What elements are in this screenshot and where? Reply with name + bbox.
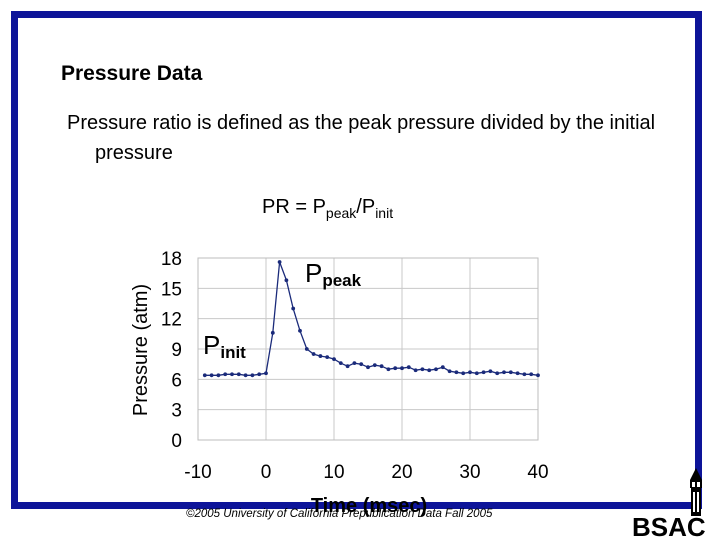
data-point	[325, 355, 330, 359]
data-point	[515, 371, 520, 376]
y-tick-label: 18	[161, 249, 182, 270]
y-tick-label: 12	[161, 310, 182, 331]
x-axis-label: Time (msec)	[311, 495, 427, 517]
campanile-tower-icon	[690, 468, 702, 516]
y-tick-label: 6	[171, 370, 182, 391]
data-point	[345, 364, 350, 369]
bsac-logo: BSAC	[632, 468, 706, 540]
data-point	[209, 373, 214, 378]
data-point	[468, 370, 472, 375]
peak-label-main: P	[305, 258, 323, 288]
init-label-sub: init	[220, 343, 246, 362]
data-point	[250, 373, 255, 378]
chart-axes	[197, 257, 539, 441]
y-axis-label: Pressure (atm)	[130, 284, 152, 416]
pressure-series	[202, 260, 540, 378]
data-point	[284, 278, 289, 283]
data-point	[522, 372, 527, 377]
data-point	[366, 365, 370, 370]
data-point	[393, 366, 398, 371]
data-point	[400, 366, 404, 371]
data-point	[243, 373, 248, 378]
data-point	[434, 367, 438, 372]
data-point	[508, 370, 513, 375]
x-tick-label: 20	[391, 462, 412, 483]
data-point	[440, 365, 445, 370]
formula-lhs: PR = P	[262, 196, 326, 218]
data-point	[257, 372, 262, 377]
data-point	[352, 361, 357, 366]
x-tick-label: 30	[459, 462, 480, 483]
y-tick-label: 0	[171, 431, 182, 452]
data-point	[454, 370, 459, 375]
data-point	[379, 364, 384, 369]
data-point	[277, 260, 282, 264]
x-tick-label: 40	[527, 462, 548, 483]
data-point	[488, 369, 493, 374]
formula-sub-init: init	[375, 205, 394, 221]
init-label: Pinit	[203, 330, 246, 363]
data-point	[413, 368, 418, 373]
data-point	[359, 362, 364, 367]
plot-area-border	[197, 257, 539, 441]
data-point	[427, 368, 432, 373]
init-label-main: P	[203, 330, 221, 360]
data-point	[318, 354, 323, 358]
formula-sub-peak: peak	[325, 205, 357, 221]
data-point	[304, 347, 309, 351]
x-tick-label: 0	[261, 462, 272, 483]
y-tick-label: 3	[171, 401, 182, 422]
data-point	[495, 371, 500, 376]
data-point	[311, 352, 316, 356]
data-point	[372, 363, 377, 368]
data-point	[481, 370, 486, 375]
data-point	[474, 371, 479, 376]
y-tick-label: 15	[161, 279, 182, 300]
data-point	[338, 361, 343, 366]
data-point	[202, 373, 207, 378]
chart-gridlines	[197, 257, 539, 441]
data-point	[236, 372, 241, 377]
data-point	[270, 330, 275, 335]
data-point	[461, 371, 466, 376]
data-point	[291, 306, 296, 311]
copyright-footer: ©2005 University of California Prepublic…	[186, 508, 493, 520]
data-point	[536, 373, 540, 378]
data-point	[406, 365, 411, 370]
data-point	[386, 367, 391, 372]
data-point	[216, 373, 221, 378]
data-point	[230, 372, 234, 377]
data-point	[223, 372, 228, 377]
pressure-ratio-formula: PR = Ppeak/Pinit	[262, 196, 393, 221]
formula-mid: /P	[356, 196, 376, 218]
data-point	[298, 328, 302, 333]
data-point	[447, 369, 452, 374]
slide-title: Pressure Data	[61, 62, 203, 85]
bsac-logo-text: BSAC	[632, 512, 706, 540]
y-tick-label: 9	[171, 340, 182, 361]
data-point	[264, 371, 268, 376]
x-tick-label: 10	[323, 462, 344, 483]
data-point	[529, 372, 534, 377]
peak-label: Ppeak	[305, 258, 361, 291]
data-point	[420, 367, 425, 372]
data-point	[332, 357, 336, 362]
slide-frame	[11, 11, 702, 509]
slide-body-text: Pressure ratio is defined as the peak pr…	[67, 112, 656, 164]
data-point	[502, 370, 506, 375]
x-tick-label: -10	[184, 462, 211, 483]
peak-label-sub: peak	[322, 271, 362, 290]
